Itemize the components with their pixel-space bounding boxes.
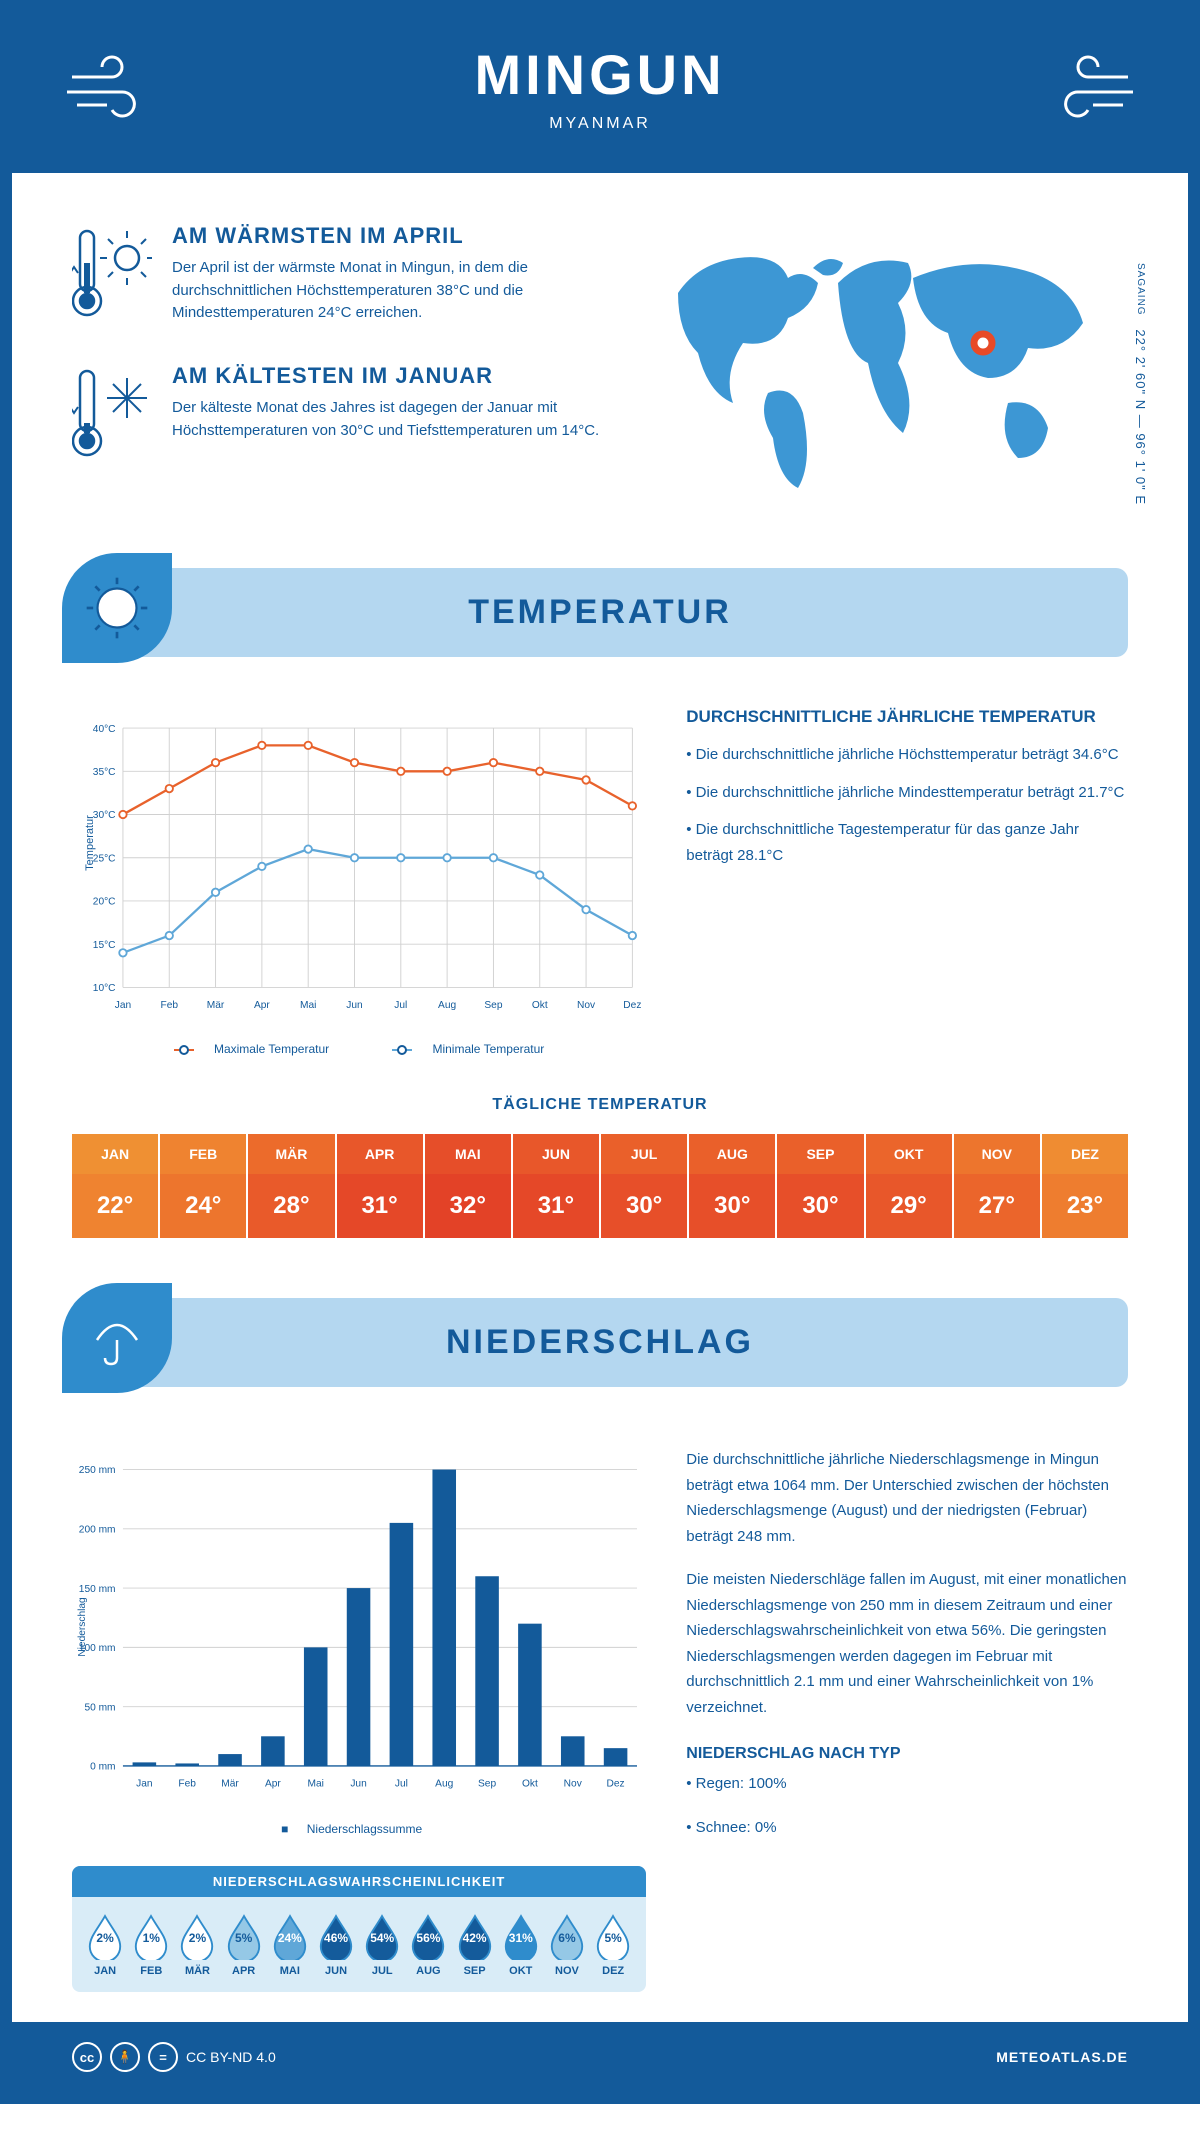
svg-text:Apr: Apr	[254, 1000, 270, 1011]
probability-drop: 5%APR	[221, 1912, 267, 1977]
temperature-section-header: TEMPERATUR	[72, 568, 1128, 657]
country-subtitle: MYANMAR	[32, 115, 1168, 133]
daily-temp-cell: JUL30°	[599, 1134, 687, 1238]
svg-text:Apr: Apr	[265, 1778, 281, 1789]
svg-text:200 mm: 200 mm	[79, 1525, 116, 1536]
precipitation-title: NIEDERSCHLAG	[102, 1323, 1098, 1362]
probability-drop: 5%DEZ	[590, 1912, 636, 1977]
probability-drop: 56%AUG	[405, 1912, 451, 1977]
daily-temp-cell: MÄR28°	[246, 1134, 334, 1238]
svg-text:250 mm: 250 mm	[79, 1465, 116, 1476]
svg-text:15°C: 15°C	[93, 940, 116, 951]
svg-text:0 mm: 0 mm	[90, 1762, 115, 1773]
footer: cc 🧍 = CC BY-ND 4.0 METEOATLAS.DE	[12, 2022, 1188, 2092]
infographic-frame: MINGUN MYANMAR	[0, 0, 1200, 2104]
precipitation-summary: Die durchschnittliche jährliche Niedersc…	[686, 1447, 1128, 1992]
svg-text:Jun: Jun	[350, 1778, 366, 1789]
daily-temp-cell: SEP30°	[775, 1134, 863, 1238]
daily-temp-cell: APR31°	[335, 1134, 423, 1238]
svg-text:Jul: Jul	[395, 1778, 408, 1789]
svg-text:20°C: 20°C	[93, 897, 116, 908]
svg-text:Sep: Sep	[478, 1778, 496, 1789]
temperature-line-chart: Temperatur 10°C15°C20°C25°C30°C35°C40°CJ…	[72, 707, 646, 1056]
precipitation-probability-panel: NIEDERSCHLAGSWAHRSCHEINLICHKEIT 2%JAN1%F…	[72, 1866, 646, 1992]
svg-text:Dez: Dez	[623, 1000, 641, 1011]
coordinates: SAGAING 22° 2' 60" N — 96° 1' 0" E	[1133, 263, 1148, 505]
world-map: SAGAING 22° 2' 60" N — 96° 1' 0" E	[648, 223, 1128, 508]
wind-icon	[1038, 47, 1138, 127]
probability-drop: 2%JAN	[82, 1912, 128, 1977]
precip-chart-legend: ■ Niederschlagssumme	[72, 1822, 646, 1836]
daily-temp-cell: AUG30°	[687, 1134, 775, 1238]
probability-drop: 2%MÄR	[174, 1912, 220, 1977]
by-icon: 🧍	[110, 2042, 140, 2072]
probability-drop: 54%JUL	[359, 1912, 405, 1977]
probability-drop: 24%MAI	[267, 1912, 313, 1977]
svg-text:Aug: Aug	[435, 1778, 453, 1789]
precipitation-bar-chart: 0 mm50 mm100 mm150 mm200 mm250 mmNieders…	[72, 1447, 646, 1807]
probability-drop: 42%SEP	[452, 1912, 498, 1977]
svg-text:Niederschlag: Niederschlag	[77, 1597, 88, 1656]
svg-text:35°C: 35°C	[93, 767, 116, 778]
daily-temp-cell: JAN22°	[72, 1134, 158, 1238]
svg-text:Aug: Aug	[438, 1000, 456, 1011]
warmest-text: Der April ist der wärmste Monat in Mingu…	[172, 257, 608, 325]
svg-text:Jun: Jun	[346, 1000, 362, 1011]
svg-text:30°C: 30°C	[93, 810, 116, 821]
svg-text:Feb: Feb	[160, 1000, 178, 1011]
daily-temperature-table: TÄGLICHE TEMPERATUR JAN22°FEB24°MÄR28°AP…	[12, 1086, 1188, 1278]
daily-temp-cell: NOV27°	[952, 1134, 1040, 1238]
warmest-fact: AM WÄRMSTEN IM APRIL Der April ist der w…	[72, 223, 608, 328]
daily-temp-cell: OKT29°	[864, 1134, 952, 1238]
svg-text:Jan: Jan	[136, 1778, 152, 1789]
daily-temp-cell: JUN31°	[511, 1134, 599, 1238]
svg-text:Nov: Nov	[564, 1778, 583, 1789]
probability-drop: 1%FEB	[128, 1912, 174, 1977]
city-title: MINGUN	[32, 42, 1168, 107]
warmest-title: AM WÄRMSTEN IM APRIL	[172, 223, 608, 249]
coldest-title: AM KÄLTESTEN IM JANUAR	[172, 363, 608, 389]
cc-icon: cc	[72, 2042, 102, 2072]
site-name: METEOATLAS.DE	[996, 2049, 1128, 2065]
coldest-text: Der kälteste Monat des Jahres ist dagege…	[172, 397, 608, 442]
thermometer-cold-icon	[72, 363, 152, 463]
svg-text:40°C: 40°C	[93, 724, 116, 735]
svg-text:150 mm: 150 mm	[79, 1584, 116, 1595]
umbrella-badge-icon	[62, 1283, 172, 1393]
svg-text:Okt: Okt	[522, 1778, 538, 1789]
header: MINGUN MYANMAR	[12, 12, 1188, 173]
svg-text:Jan: Jan	[115, 1000, 131, 1011]
intro-section: AM WÄRMSTEN IM APRIL Der April ist der w…	[12, 173, 1188, 548]
svg-text:Mai: Mai	[300, 1000, 316, 1011]
probability-drop: 6%NOV	[544, 1912, 590, 1977]
svg-text:Jul: Jul	[394, 1000, 407, 1011]
svg-text:Okt: Okt	[532, 1000, 548, 1011]
temperature-summary: DURCHSCHNITTLICHE JÄHRLICHE TEMPERATUR •…	[686, 707, 1128, 1056]
daily-temp-cell: FEB24°	[158, 1134, 246, 1238]
svg-text:Dez: Dez	[607, 1778, 625, 1789]
svg-text:Mai: Mai	[308, 1778, 324, 1789]
svg-text:Feb: Feb	[178, 1778, 196, 1789]
daily-temp-cell: MAI32°	[423, 1134, 511, 1238]
temp-chart-legend: Maximale Temperatur Minimale Temperatur	[72, 1042, 646, 1056]
precipitation-section-header: NIEDERSCHLAG	[72, 1298, 1128, 1387]
svg-text:Nov: Nov	[577, 1000, 596, 1011]
sun-badge-icon	[62, 553, 172, 663]
svg-text:Mär: Mär	[207, 1000, 225, 1011]
license-text: CC BY-ND 4.0	[186, 2049, 276, 2065]
probability-drop: 46%JUN	[313, 1912, 359, 1977]
wind-icon	[62, 47, 162, 127]
thermometer-hot-icon	[72, 223, 152, 323]
svg-text:25°C: 25°C	[93, 853, 116, 864]
svg-text:Mär: Mär	[221, 1778, 239, 1789]
coldest-fact: AM KÄLTESTEN IM JANUAR Der kälteste Mona…	[72, 363, 608, 468]
probability-drop: 31%OKT	[498, 1912, 544, 1977]
temperature-title: TEMPERATUR	[102, 593, 1098, 632]
svg-text:10°C: 10°C	[93, 983, 116, 994]
svg-text:Sep: Sep	[484, 1000, 502, 1011]
svg-text:50 mm: 50 mm	[84, 1702, 115, 1713]
nd-icon: =	[148, 2042, 178, 2072]
daily-temp-cell: DEZ23°	[1040, 1134, 1128, 1238]
